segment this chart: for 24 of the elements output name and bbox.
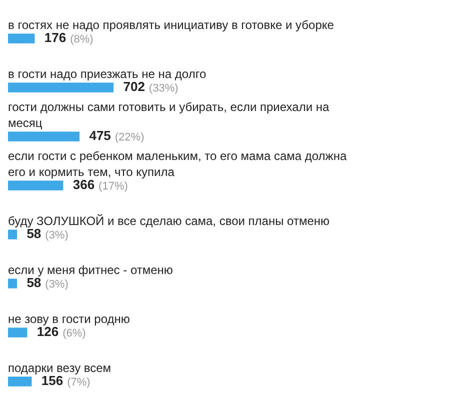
bar [8,180,64,190]
y-tick-label: подарки везу всем [8,361,112,375]
y-tick-label: буду ЗОЛУШКОЙ и все сделаю сама, свои планы отменю [8,214,330,228]
data-label: 176 (8%) [44,30,94,46]
y-tick-label: в гости надо приезжать не на долго [8,67,206,81]
data-label: 475 (22%) [89,128,144,144]
y-tick-label: не зову в гости родню [8,312,130,326]
bar [8,82,114,92]
bar [8,34,35,44]
y-tick-label: в гостях не надо проявлять инициативу в готовке и уборке [8,18,334,32]
data-label: 126 (6%) [36,324,86,340]
data-label: 366 (17%) [72,177,128,193]
data-label: 156 (7%) [41,373,90,389]
data-label: 58 (3%) [26,275,68,291]
bar [8,230,18,240]
data-label: 58 (3%) [26,226,68,242]
bar [8,376,32,386]
y-tick-label: если гости с ребенком маленьким, то его мама сама должна его и кормить тем, что купила [8,149,347,179]
bar [8,132,80,142]
data-label: 702 (33%) [123,79,178,95]
y-tick-label: гости должны сами готовить и убирать, если приехали на месяц [8,100,330,130]
bar [8,278,18,288]
y-tick-label: если у меня фитнес - отменю [8,263,173,277]
bar [8,328,28,338]
